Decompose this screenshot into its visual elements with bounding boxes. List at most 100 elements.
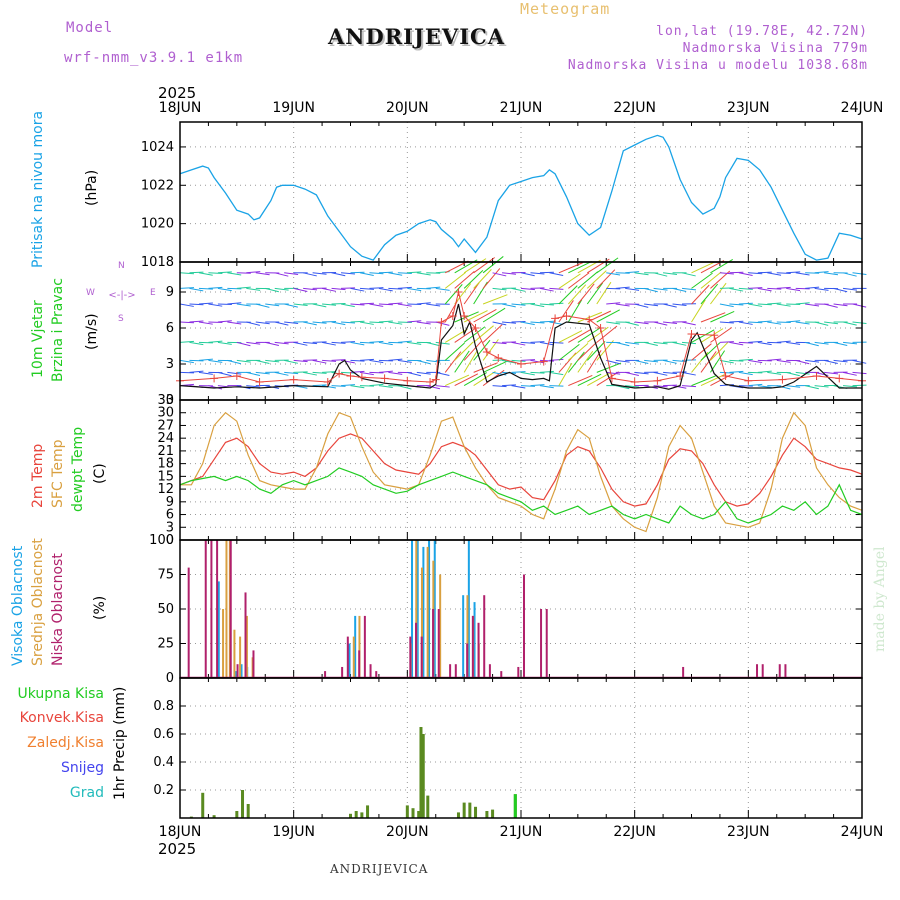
wind-barb — [653, 287, 668, 291]
wind-barb — [539, 341, 554, 346]
wind-barb — [596, 371, 620, 387]
precip-bar — [354, 811, 358, 818]
wind-barb — [179, 359, 194, 364]
wind-barb — [738, 287, 753, 290]
year-bottom: 2025 — [158, 840, 197, 858]
y-tick-label: 30 — [157, 406, 174, 421]
wind-barb — [691, 261, 716, 274]
cloud-bar-low — [415, 622, 418, 678]
wind-barb — [530, 321, 545, 324]
wind-barb — [416, 321, 431, 325]
wind-barb — [719, 321, 734, 324]
wind-barb — [549, 287, 564, 290]
wind-barb — [663, 371, 678, 375]
wind-barb — [388, 371, 403, 375]
wind-barb — [303, 341, 318, 345]
y-tick-label: 21 — [157, 444, 174, 459]
precip-bar — [201, 792, 205, 818]
wind-barb — [482, 307, 506, 323]
wind-barb — [303, 371, 317, 376]
wind-barb — [321, 341, 336, 346]
wind-barb — [558, 273, 581, 289]
wind-barb — [530, 384, 545, 387]
wind-barb — [208, 340, 223, 343]
wind-barb — [549, 371, 564, 376]
wind-barb — [587, 310, 612, 323]
wind-barb — [738, 272, 753, 276]
cloud-bar-low — [784, 664, 787, 678]
wind-barb — [719, 371, 734, 374]
wind-barb — [558, 362, 573, 386]
wind-barb — [217, 341, 232, 345]
cloud-bar-high — [240, 664, 243, 678]
wind-barb — [350, 320, 365, 323]
wind-barb — [757, 287, 772, 292]
wind-barb — [700, 312, 726, 323]
wind-barb — [833, 341, 848, 347]
wind-barb — [359, 321, 374, 325]
x-tick-label-top: 19JUN — [272, 100, 315, 116]
wind-barb — [719, 272, 734, 275]
wind-barb — [397, 272, 412, 275]
precip-bar — [212, 815, 216, 818]
wind-barb — [700, 374, 725, 387]
wind-barb — [852, 321, 867, 324]
wind-barb — [397, 303, 412, 307]
wind-barb — [511, 385, 526, 389]
wind-barb — [511, 371, 526, 373]
wind-barb — [625, 371, 639, 377]
wind-barb — [606, 272, 621, 276]
wind-barb — [454, 327, 477, 343]
wind-barb — [397, 340, 412, 343]
x-tick-label-bottom: 23JUN — [727, 824, 770, 840]
wind-barb — [179, 340, 195, 343]
wind-barb — [823, 359, 838, 365]
wind-barb — [463, 258, 487, 274]
wind-barb — [644, 303, 659, 307]
wind-barb — [842, 287, 858, 291]
wind-barb — [397, 385, 412, 390]
wind-barb — [198, 371, 213, 375]
wind-barb — [331, 359, 346, 361]
wind-barb — [615, 359, 630, 363]
series-line-2m — [179, 433, 863, 507]
wind-barb — [767, 358, 782, 361]
precip-bar — [366, 805, 370, 818]
cloud-bar-low — [369, 664, 372, 678]
cloud-bar-high — [473, 602, 476, 678]
wind-barb — [558, 330, 583, 343]
wind-barb — [312, 371, 327, 374]
sfc-ylabel: SFC Temp — [50, 439, 66, 508]
wind-barb — [587, 372, 611, 387]
wind-barb — [189, 370, 204, 373]
wind-barb — [501, 359, 516, 364]
wind-barb — [662, 359, 677, 364]
wind-barb — [463, 372, 487, 387]
wind-barb — [767, 371, 782, 375]
wind-barb — [634, 371, 649, 375]
wind-barb — [435, 287, 450, 291]
wind-barb — [359, 287, 374, 290]
wind-barb — [246, 371, 261, 377]
wind-barb — [350, 359, 365, 362]
cloud-bar-high — [467, 540, 470, 678]
wind-barb — [492, 341, 507, 345]
precip-bar — [421, 734, 425, 818]
cloud-bar-low — [187, 567, 190, 678]
wind-barb — [719, 341, 734, 343]
precip-bar — [411, 808, 415, 818]
wind-barb — [293, 359, 308, 363]
wind-barb — [653, 321, 668, 326]
y-tick-label: 0 — [166, 533, 174, 548]
dewpt-ylabel: dewpt Temp — [70, 426, 86, 512]
wind-barb — [729, 370, 744, 373]
wind-barb — [246, 341, 261, 345]
wind-barb — [824, 272, 839, 276]
wind-barb — [473, 339, 491, 361]
precip-bar — [462, 802, 466, 818]
wind-barb — [236, 359, 251, 363]
wind-barb — [350, 303, 365, 306]
wind-barb — [634, 272, 649, 276]
wind-barb — [208, 272, 223, 275]
